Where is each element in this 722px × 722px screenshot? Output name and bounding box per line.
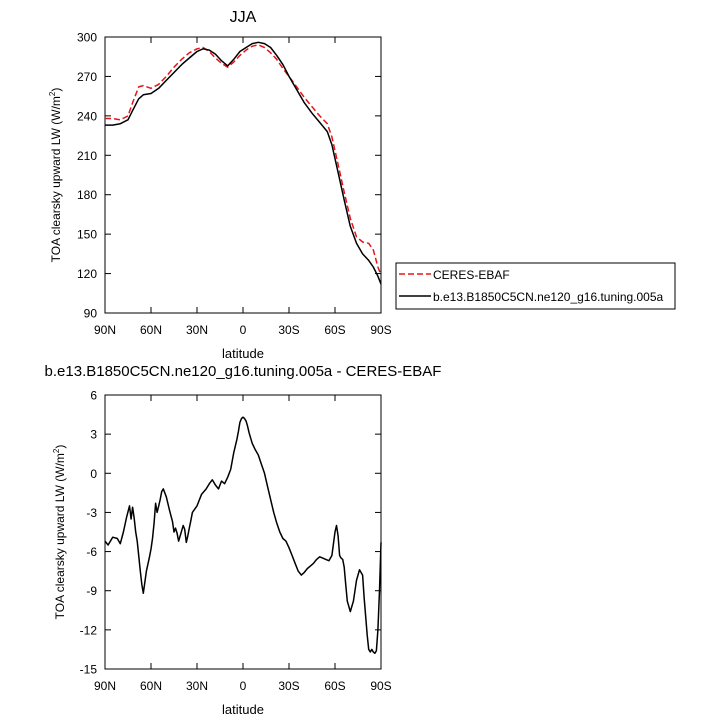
y-tick-labels: -15 -12 -9 -6 -3 0 3 6 [80, 389, 98, 677]
y-tick-label: -9 [86, 584, 97, 598]
y-tick-labels: 90 120 150 180 210 240 270 300 [77, 31, 97, 321]
x-tick-label: 30N [186, 679, 208, 693]
y-tick-label: -3 [86, 506, 97, 520]
y-axis-label-text: TOA clearsky upward LW (W/m [49, 96, 63, 262]
y-axis-label-tail: ) [53, 445, 67, 449]
x-axis-label: latitude [222, 702, 264, 717]
y-tick-label: 270 [77, 70, 97, 84]
y-axis-label-superscript: 2 [52, 448, 61, 453]
x-tick-label: 90N [94, 679, 116, 693]
chart-title: JJA [230, 9, 257, 26]
y-tick-label: 120 [77, 267, 97, 281]
series-line-model [104, 416, 382, 655]
x-tick-label: 30N [186, 323, 208, 337]
y-tick-label: 0 [90, 467, 97, 481]
series-lines [104, 416, 382, 655]
legend-label-ceres: CERES-EBAF [433, 268, 510, 282]
y-axis-label-tail: ) [49, 88, 63, 92]
y-tick-label: -15 [80, 663, 98, 677]
x-tick-label: 60S [324, 323, 345, 337]
series-lines [105, 41, 382, 285]
x-tick-label: 0 [240, 679, 247, 693]
x-tick-label: 90S [370, 323, 391, 337]
x-tick-label: 60N [140, 679, 162, 693]
y-tick-label: 90 [84, 307, 98, 321]
x-tick-label: 30S [278, 679, 299, 693]
series-line-model [105, 41, 382, 285]
x-tick-label: 0 [240, 323, 247, 337]
plot-frame [104, 36, 382, 314]
y-tick-label: 180 [77, 188, 97, 202]
chart-title: b.e13.B1850C5CN.ne120_g16.tuning.005a - … [45, 363, 442, 380]
x-tick-label: 90S [370, 679, 391, 693]
y-axis-label-superscript: 2 [48, 91, 57, 96]
x-axis-label: latitude [222, 346, 264, 361]
x-tick-label: 90N [94, 323, 116, 337]
plot-frame [104, 394, 382, 670]
y-tick-label: 300 [77, 31, 97, 45]
y-tick-label: 240 [77, 109, 97, 123]
chart-bottom: b.e13.B1850C5CN.ne120_g16.tuning.005a - … [45, 363, 442, 717]
legend-box [395, 262, 676, 310]
x-tick-label: 60S [324, 679, 345, 693]
y-tick-label: -6 [86, 545, 97, 559]
x-tick-label: 60N [140, 323, 162, 337]
legend-label-model: b.e13.B1850C5CN.ne120_g16.tuning.005a [433, 290, 664, 304]
y-tick-label: 3 [90, 428, 97, 442]
series-line-ceres [105, 44, 382, 276]
tick-marks [104, 36, 382, 314]
y-tick-label: -12 [80, 623, 98, 637]
y-axis-label: TOA clearsky upward LW (W/m2) [52, 445, 67, 620]
x-tick-label: 30S [278, 323, 299, 337]
legend: CERES-EBAF b.e13.B1850C5CN.ne120_g16.tun… [395, 262, 676, 310]
y-axis-label: TOA clearsky upward LW (W/m2) [48, 88, 63, 263]
y-tick-label: 150 [77, 228, 97, 242]
y-tick-label: 210 [77, 149, 97, 163]
y-axis-label-text: TOA clearsky upward LW (W/m [53, 453, 67, 619]
chart-top: JJA 90 120 150 180 210 240 270 300 90N 60N 30N 0 30… [48, 9, 676, 361]
y-tick-label: 6 [90, 389, 97, 403]
x-tick-labels: 90N 60N 30N 0 30S 60S 90S [94, 679, 392, 693]
tick-marks [104, 394, 382, 670]
x-tick-labels: 90N 60N 30N 0 30S 60S 90S [94, 323, 392, 337]
